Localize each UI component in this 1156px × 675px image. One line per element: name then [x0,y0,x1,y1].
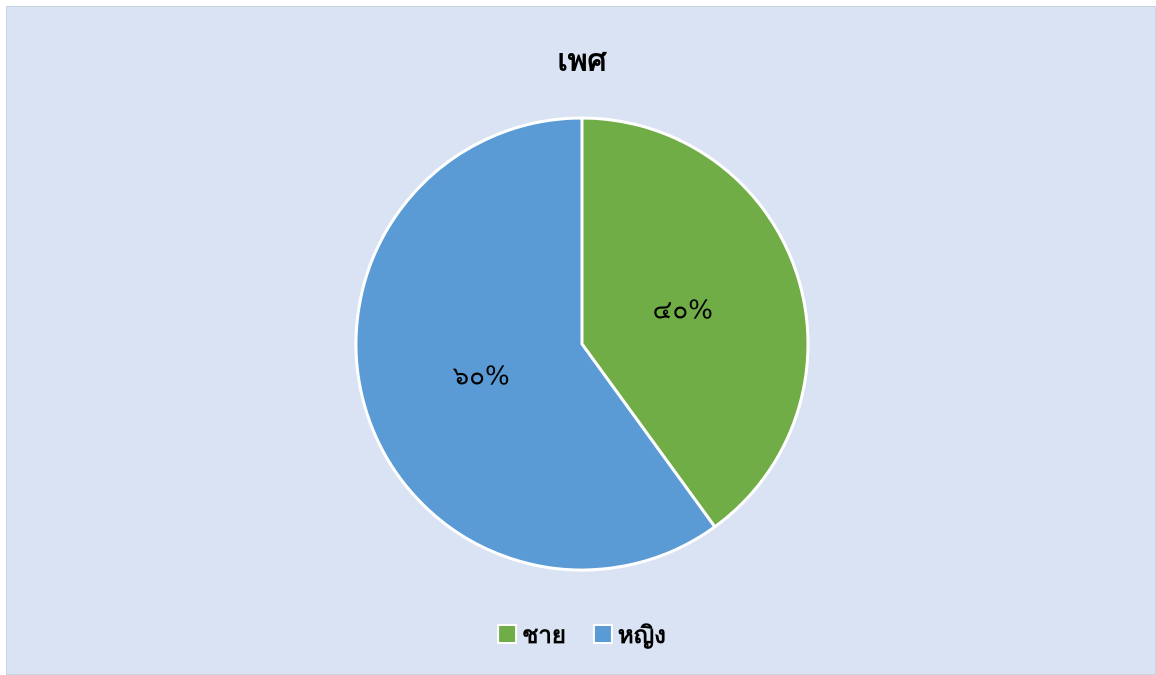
legend-label: ชาย [522,621,566,649]
legend-swatch [592,624,613,644]
pie-slice [354,116,717,572]
data-label: ๖๐% [453,361,510,391]
data-label: ๔๐% [653,296,713,326]
legend-label: หญิง [618,621,666,649]
chart-title: เพศ [557,44,607,79]
pie-slice [580,116,810,529]
legend-swatch [497,624,518,644]
